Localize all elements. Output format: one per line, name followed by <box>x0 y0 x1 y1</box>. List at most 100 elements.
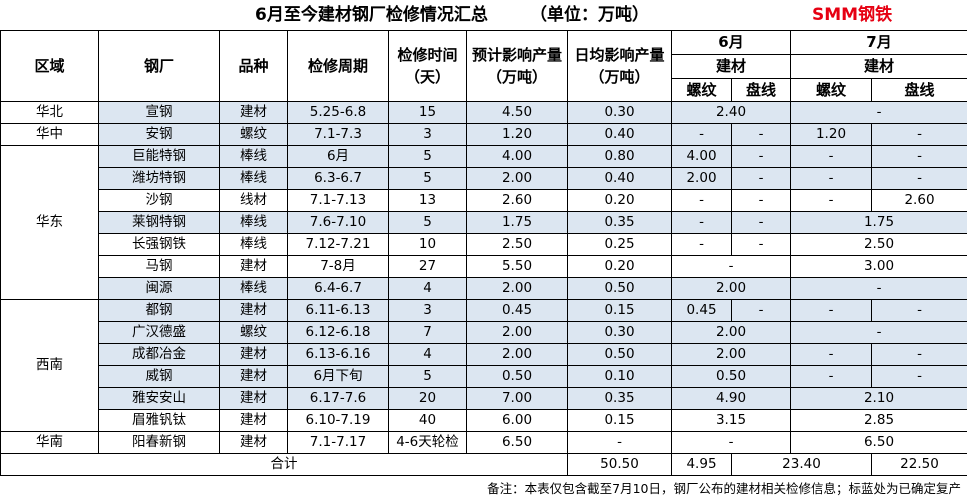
daily-cell: 0.30 <box>567 101 672 124</box>
header-expected: 预计影响产量 （万吨） <box>466 30 568 102</box>
header-july: 7月 <box>790 30 967 55</box>
daily-cell: 0.35 <box>567 211 672 234</box>
july-wire-cell: - <box>871 299 967 322</box>
days-cell: 3 <box>388 299 467 322</box>
product-cell: 螺纹 <box>219 123 288 146</box>
product-cell: 建材 <box>219 299 288 322</box>
table-row: 威钢 建材 6月下旬 5 0.50 0.10 0.50 - - <box>1 365 967 388</box>
days-cell: 10 <box>388 233 467 256</box>
expected-cell: 2.00 <box>466 343 568 366</box>
period-cell: 7.1-7.17 <box>287 431 389 454</box>
days-cell: 4 <box>388 277 467 300</box>
days-cell: 40 <box>388 409 467 432</box>
days-cell: 7 <box>388 321 467 344</box>
header-june-wire: 盘线 <box>731 78 791 102</box>
daily-cell: 0.10 <box>567 365 672 388</box>
expected-cell: 2.00 <box>466 321 568 344</box>
mill-cell: 威钢 <box>98 365 220 388</box>
expected-cell: 5.50 <box>466 255 568 278</box>
product-cell: 建材 <box>219 343 288 366</box>
expected-cell: 1.20 <box>466 123 568 146</box>
july-cell: 3.00 <box>790 255 967 278</box>
header-product: 品种 <box>219 30 288 102</box>
region-cell: 华北 <box>0 101 99 124</box>
july-cell: - <box>790 277 967 300</box>
expected-cell: 6.50 <box>466 431 568 454</box>
period-cell: 6.10-7.19 <box>287 409 389 432</box>
product-cell: 建材 <box>219 387 288 410</box>
june-cell: 2.40 <box>671 101 791 124</box>
product-cell: 建材 <box>219 101 288 124</box>
total-daily: 4.95 <box>671 453 732 476</box>
daily-cell: 0.20 <box>567 189 672 212</box>
days-cell: 3 <box>388 123 467 146</box>
header-expected-line2: （万吨） <box>486 68 547 86</box>
product-cell: 建材 <box>219 431 288 454</box>
header-duration: 检修时间 （天） <box>388 30 467 102</box>
period-cell: 5.25-6.8 <box>287 101 389 124</box>
period-cell: 7.12-7.21 <box>287 233 389 256</box>
july-rebar-cell: - <box>790 343 872 366</box>
mill-cell: 广汉德盛 <box>98 321 220 344</box>
header-june-rebar: 螺纹 <box>671 78 732 102</box>
mill-cell: 沙钢 <box>98 189 220 212</box>
daily-cell: 0.50 <box>567 343 672 366</box>
expected-cell: 0.45 <box>466 299 568 322</box>
mill-cell: 潍坊特钢 <box>98 167 220 190</box>
region-cell: 华中 <box>0 123 99 146</box>
june-rebar-cell: 4.00 <box>671 145 732 168</box>
daily-cell: 0.35 <box>567 387 672 410</box>
expected-cell: 1.75 <box>466 211 568 234</box>
table-row: 沙钢 线材 7.1-7.13 13 2.60 0.20 - - - 2.60 <box>1 189 967 212</box>
product-cell: 线材 <box>219 189 288 212</box>
product-cell: 棒线 <box>219 277 288 300</box>
period-cell: 6月 <box>287 145 389 168</box>
header-june-building: 建材 <box>671 54 791 79</box>
june-wire-cell: - <box>731 167 791 190</box>
header-duration-line2: （天） <box>404 68 450 86</box>
july-rebar-cell: - <box>790 189 872 212</box>
june-cell: 2.00 <box>671 343 791 366</box>
table-row: 眉雅钒钛 建材 6.10-7.19 40 6.00 0.15 3.15 2.85 <box>1 409 967 432</box>
mill-cell: 雅安安山 <box>98 387 220 410</box>
total-june: 23.40 <box>731 453 872 476</box>
mill-cell: 长强钢铁 <box>98 233 220 256</box>
days-cell: 5 <box>388 145 467 168</box>
mill-cell: 眉雅钒钛 <box>98 409 220 432</box>
region-cell: 华东 <box>0 145 99 300</box>
june-wire-cell: - <box>731 211 791 234</box>
june-rebar-cell: 0.45 <box>671 299 732 322</box>
days-cell: 5 <box>388 365 467 388</box>
june-cell: 4.90 <box>671 387 791 410</box>
june-wire-cell: - <box>731 123 791 146</box>
table-row: 华南 阳春新钢 建材 7.1-7.17 4-6天轮检 6.50 - - 6.50 <box>0 431 967 454</box>
period-cell: 6月下旬 <box>287 365 389 388</box>
period-cell: 6.11-6.13 <box>287 299 389 322</box>
header-june: 6月 <box>671 30 791 55</box>
daily-cell: 0.40 <box>567 167 672 190</box>
july-cell: 2.50 <box>790 233 967 256</box>
header-daily-line2: （万吨） <box>589 68 650 86</box>
product-cell: 棒线 <box>219 211 288 234</box>
maintenance-table: 区域 钢厂 品种 检修周期 检修时间 （天） 预计影响产量 （万吨） 日均影响产… <box>0 30 967 476</box>
table-row: 雅安安山 建材 6.17-7.6 20 7.00 0.35 4.90 2.10 <box>1 387 967 410</box>
header-daily-line1: 日均影响产量 <box>574 45 665 64</box>
july-wire-cell: - <box>871 343 967 366</box>
title-bar: 6月至今建材钢厂检修情况汇总 （单位：万吨） SMM钢铁 <box>0 0 967 30</box>
june-wire-cell: - <box>731 189 791 212</box>
days-cell: 5 <box>388 211 467 234</box>
expected-cell: 6.00 <box>466 409 568 432</box>
daily-cell: 0.25 <box>567 233 672 256</box>
table-row: 成都冶金 建材 6.13-6.16 4 2.00 0.50 2.00 - - <box>1 343 967 366</box>
daily-cell: 0.80 <box>567 145 672 168</box>
june-wire-cell: - <box>731 145 791 168</box>
period-cell: 6.4-6.7 <box>287 277 389 300</box>
period-cell: 6.13-6.16 <box>287 343 389 366</box>
july-cell: - <box>790 321 967 344</box>
july-wire-cell: 2.60 <box>871 189 967 212</box>
july-wire-cell: - <box>871 123 967 146</box>
table-row: 马钢 建材 7-8月 27 5.50 0.20 - 3.00 <box>1 255 967 278</box>
june-rebar-cell: - <box>671 123 732 146</box>
expected-cell: 4.00 <box>466 145 568 168</box>
